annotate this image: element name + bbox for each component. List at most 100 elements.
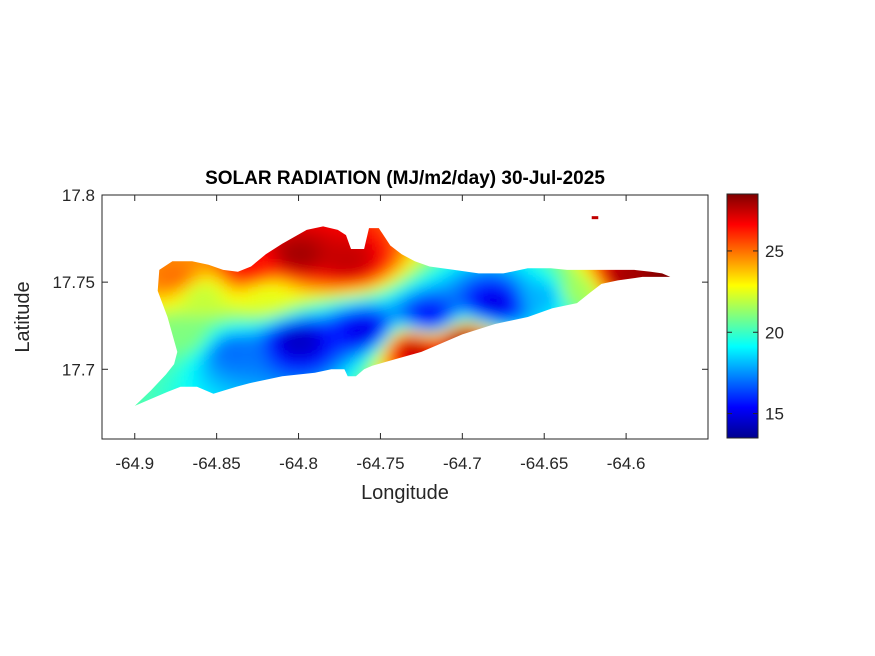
radiation-cell bbox=[490, 301, 497, 308]
radiation-cell bbox=[718, 271, 725, 278]
radiation-cell bbox=[190, 439, 197, 446]
radiation-cell bbox=[286, 289, 293, 296]
radiation-cell bbox=[382, 277, 389, 284]
radiation-cell bbox=[484, 271, 491, 278]
radiation-cell bbox=[634, 187, 641, 194]
radiation-cell bbox=[88, 343, 95, 350]
radiation-cell bbox=[208, 295, 215, 302]
radiation-cell bbox=[220, 337, 227, 344]
radiation-cell bbox=[172, 259, 179, 266]
radiation-cell bbox=[526, 301, 533, 308]
radiation-cell bbox=[274, 325, 281, 332]
radiation-cell bbox=[448, 289, 455, 296]
radiation-cell bbox=[394, 265, 401, 272]
radiation-cell bbox=[658, 271, 665, 278]
radiation-cell bbox=[406, 445, 413, 452]
radiation-cell bbox=[334, 235, 341, 242]
radiation-cell bbox=[316, 295, 323, 302]
radiation-cell bbox=[220, 283, 227, 290]
radiation-cell bbox=[184, 175, 191, 182]
radiation-cell bbox=[352, 259, 359, 266]
radiation-cell bbox=[394, 307, 401, 314]
radiation-cell bbox=[304, 265, 311, 272]
radiation-cell bbox=[238, 289, 245, 296]
radiation-cell bbox=[304, 289, 311, 296]
radiation-cell bbox=[598, 439, 605, 446]
radiation-cell bbox=[508, 277, 515, 284]
radiation-cell bbox=[88, 385, 95, 392]
radiation-cell bbox=[382, 319, 389, 326]
radiation-cell bbox=[538, 277, 545, 284]
radiation-cell bbox=[190, 337, 197, 344]
radiation-cell bbox=[394, 319, 401, 326]
radiation-cell bbox=[178, 307, 185, 314]
radiation-cell bbox=[604, 175, 611, 182]
radiation-cell bbox=[364, 271, 371, 278]
radiation-cell bbox=[178, 187, 185, 194]
radiation-cell bbox=[196, 343, 203, 350]
radiation-cell bbox=[682, 175, 689, 182]
radiation-cell bbox=[706, 175, 713, 182]
radiation-cell bbox=[532, 271, 539, 278]
radiation-cell bbox=[310, 313, 317, 320]
radiation-cell bbox=[286, 337, 293, 344]
radiation-cell bbox=[286, 307, 293, 314]
radiation-cell bbox=[604, 181, 611, 188]
radiation-cell bbox=[178, 445, 185, 452]
radiation-cell bbox=[400, 259, 407, 266]
radiation-cell bbox=[190, 181, 197, 188]
radiation-cell bbox=[442, 337, 449, 344]
radiation-cell bbox=[364, 277, 371, 284]
radiation-cell bbox=[448, 271, 455, 278]
radiation-cell bbox=[142, 175, 149, 182]
radiation-cell bbox=[550, 439, 557, 446]
radiation-cell bbox=[262, 349, 269, 356]
radiation-cell bbox=[250, 361, 257, 368]
radiation-cell bbox=[340, 259, 347, 266]
radiation-cell bbox=[376, 343, 383, 350]
radiation-cell bbox=[718, 295, 725, 302]
radiation-cell bbox=[244, 379, 251, 386]
radiation-cell bbox=[208, 325, 215, 332]
radiation-cell bbox=[292, 325, 299, 332]
radiation-cell bbox=[160, 439, 167, 446]
radiation-cell bbox=[352, 271, 359, 278]
radiation-cell bbox=[244, 367, 251, 374]
radiation-cell bbox=[382, 445, 389, 452]
radiation-cell bbox=[172, 307, 179, 314]
radiation-cell bbox=[292, 343, 299, 350]
radiation-cell bbox=[172, 295, 179, 302]
radiation-cell bbox=[418, 439, 425, 446]
radiation-cell bbox=[208, 289, 215, 296]
radiation-cell bbox=[718, 307, 725, 314]
radiation-cell bbox=[340, 313, 347, 320]
radiation-cell bbox=[358, 295, 365, 302]
radiation-cell bbox=[226, 355, 233, 362]
radiation-cell bbox=[394, 253, 401, 260]
radiation-cell bbox=[358, 313, 365, 320]
radiation-cell bbox=[124, 439, 131, 446]
radiation-cell bbox=[256, 295, 263, 302]
radiation-cell bbox=[718, 415, 725, 422]
radiation-cell bbox=[190, 289, 197, 296]
radiation-cell bbox=[346, 289, 353, 296]
radiation-cell bbox=[208, 331, 215, 338]
radiation-cell bbox=[682, 181, 689, 188]
radiation-cell bbox=[238, 283, 245, 290]
radiation-cell bbox=[130, 445, 137, 452]
radiation-cell bbox=[316, 319, 323, 326]
radiation-cell bbox=[712, 241, 719, 248]
radiation-cell bbox=[220, 379, 227, 386]
radiation-cell bbox=[532, 439, 539, 446]
radiation-cell bbox=[382, 331, 389, 338]
radiation-cell bbox=[376, 235, 383, 242]
radiation-cell bbox=[286, 439, 293, 446]
radiation-cell bbox=[364, 241, 371, 248]
radiation-cell bbox=[166, 307, 173, 314]
radiation-cell bbox=[634, 445, 641, 452]
radiation-cell bbox=[496, 313, 503, 320]
radiation-cell bbox=[184, 361, 191, 368]
radiation-cell bbox=[190, 325, 197, 332]
radiation-cell bbox=[190, 373, 197, 380]
radiation-cell bbox=[514, 439, 521, 446]
